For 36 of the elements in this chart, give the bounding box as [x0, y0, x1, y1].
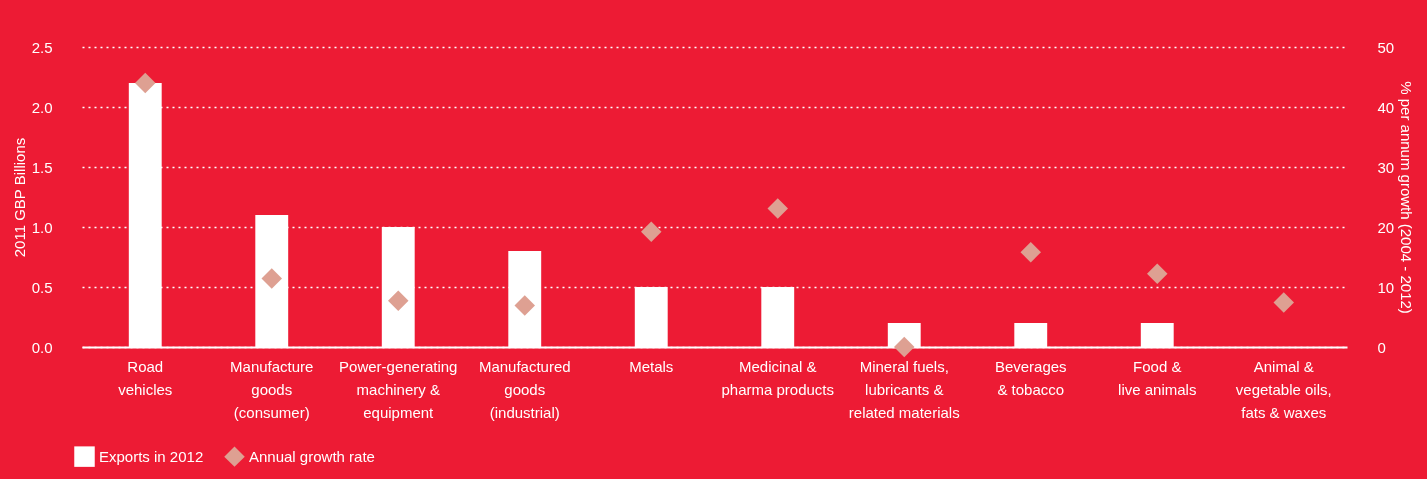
y-tick-label: 2.0: [31, 98, 53, 116]
x-tick-label: Metals: [629, 357, 674, 375]
legend-label: Exports in 2012: [99, 447, 204, 465]
x-tick-label: Mineral fuels, lubricants & related materials: [848, 357, 960, 421]
y-tick-label: 1.0: [31, 218, 53, 236]
x-tick-label: Animal & vegetable oils, fats & waxes: [1235, 357, 1332, 421]
y2-axis-title: % per annum growth (2004 - 2012): [1398, 81, 1416, 314]
point: [767, 198, 788, 219]
y2-tick-label: 30: [1377, 158, 1395, 176]
x-tick-label: Power-generating machinery & equipment: [339, 357, 458, 421]
y2-tick-label: 0: [1377, 338, 1386, 356]
point: [641, 221, 662, 243]
y2-tick-label: 20: [1377, 218, 1395, 236]
point: [135, 72, 156, 94]
point: [514, 295, 535, 316]
x-tick-label: Medicinal & pharma products: [721, 357, 835, 398]
point: [261, 268, 282, 289]
point: [894, 336, 915, 358]
y2-tick-label: 10: [1377, 278, 1395, 296]
x-tick-label: Manufacture goods (consumer): [230, 357, 314, 421]
y-tick-label: 0.5: [31, 278, 53, 296]
x-tick-label: Road vehicles: [118, 357, 173, 398]
y-tick-label: 2.5: [31, 38, 53, 56]
x-tick-label: Manufactured goods (industrial): [478, 357, 571, 421]
x-tick-label: Food & live animals: [1118, 357, 1197, 398]
y-tick-label: 0.0: [31, 338, 53, 356]
y-axis-title: 2011 GBP Billions: [10, 137, 28, 258]
point: [388, 290, 409, 312]
legend-label: Annual growth rate: [249, 447, 375, 465]
y-tick-label: 1.5: [31, 158, 53, 176]
point: [1273, 292, 1294, 313]
x-tick-label: Beverages & tobacco: [994, 357, 1067, 398]
y2-tick-label: 40: [1377, 98, 1395, 116]
point: [1147, 263, 1168, 285]
y2-tick-label: 50: [1377, 38, 1395, 56]
point: [1020, 241, 1041, 263]
